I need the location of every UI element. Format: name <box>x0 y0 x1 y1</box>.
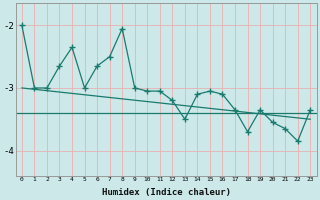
X-axis label: Humidex (Indice chaleur): Humidex (Indice chaleur) <box>101 188 231 197</box>
